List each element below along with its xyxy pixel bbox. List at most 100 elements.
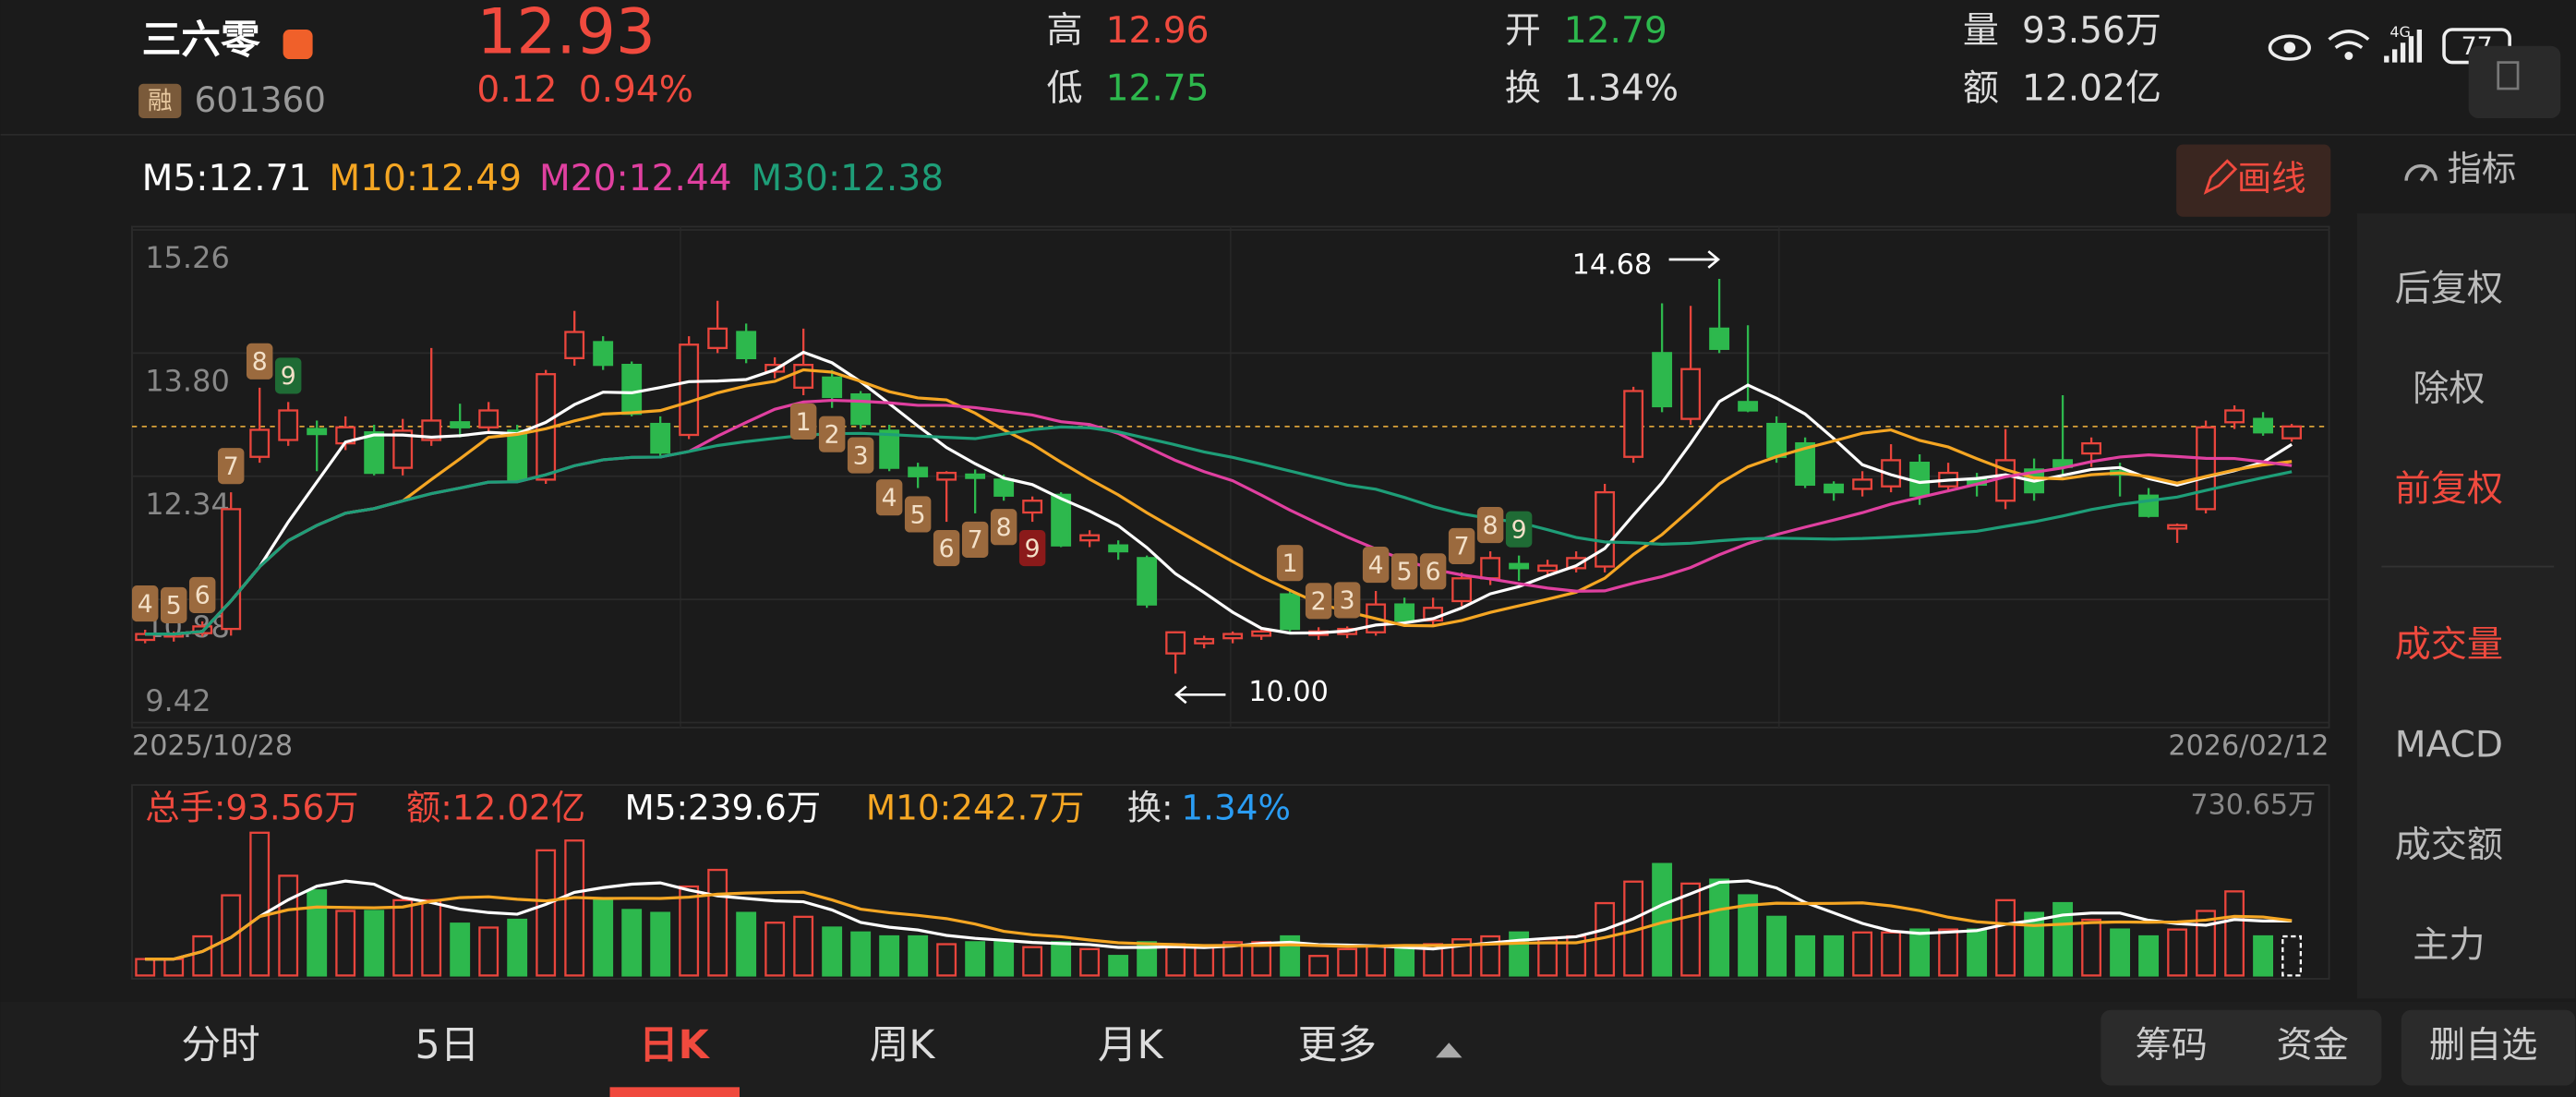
candle-body bbox=[1537, 564, 1559, 573]
volume-frame bbox=[131, 784, 2330, 980]
candle-body bbox=[1194, 637, 1215, 645]
td-badge-label: 1 bbox=[1282, 549, 1298, 578]
indicator-button[interactable]: 指标 bbox=[2448, 148, 2517, 188]
name-icon[interactable] bbox=[283, 30, 313, 60]
sidebar-item[interactable]: 主力 bbox=[2413, 925, 2485, 967]
annotation: 14.68 bbox=[1572, 249, 1653, 282]
candle-body bbox=[707, 327, 728, 350]
candle-body bbox=[679, 344, 700, 437]
annotation-arrow bbox=[1174, 685, 1226, 705]
volume-bar bbox=[1766, 915, 1788, 977]
wifi-icon bbox=[2328, 30, 2370, 50]
annotation: 10.00 bbox=[1248, 676, 1329, 708]
volume-bar bbox=[850, 931, 872, 977]
high: 12.96 bbox=[1106, 10, 1210, 52]
volume-bar bbox=[1967, 928, 1988, 977]
volume-bar bbox=[1079, 947, 1101, 977]
ma-line bbox=[145, 425, 2293, 636]
eye-icon bbox=[2283, 42, 2296, 54]
tab[interactable]: 5日 bbox=[415, 1022, 480, 1068]
volume-bar bbox=[2024, 911, 2045, 977]
td-badge-label: 9 bbox=[281, 362, 296, 391]
candle-body bbox=[1079, 534, 1101, 542]
button[interactable]: 删自选 bbox=[2429, 1025, 2537, 1067]
volume-bar bbox=[621, 909, 643, 977]
gauge-icon bbox=[2419, 168, 2431, 182]
candle-body bbox=[1852, 478, 1873, 490]
sidebar-item[interactable]: 前复权 bbox=[2395, 468, 2503, 510]
candle-body bbox=[1165, 631, 1186, 655]
volume-bar bbox=[1995, 898, 2016, 977]
td-badge-label: 7 bbox=[968, 526, 983, 555]
tab[interactable]: 更多 bbox=[1298, 1022, 1377, 1068]
td-badge bbox=[933, 529, 960, 567]
open: 12.79 bbox=[1564, 10, 1667, 52]
label: 低 bbox=[1047, 67, 1083, 109]
volume-bar bbox=[793, 915, 814, 977]
candle-body bbox=[1108, 544, 1129, 553]
candle-body bbox=[2224, 409, 2245, 424]
tab[interactable]: 月K bbox=[1098, 1022, 1164, 1068]
sidebar-item[interactable]: 后复权 bbox=[2395, 268, 2503, 309]
td-badge-label: 4 bbox=[882, 484, 897, 512]
label: 量 bbox=[1963, 10, 1999, 52]
ma-line bbox=[145, 368, 2293, 636]
candle-body bbox=[1680, 368, 1702, 420]
tab[interactable]: 日K bbox=[639, 1022, 711, 1068]
candle-body bbox=[850, 392, 872, 426]
candle-body bbox=[392, 429, 414, 469]
y-tick-label: 9.42 bbox=[145, 683, 211, 718]
candle-body bbox=[1709, 327, 1730, 350]
td-badge bbox=[160, 586, 187, 623]
td-badge bbox=[990, 509, 1017, 546]
volume-bar bbox=[650, 911, 671, 977]
tab[interactable]: 分时 bbox=[181, 1022, 259, 1068]
td-badge bbox=[1419, 553, 1447, 590]
signal-icon bbox=[2384, 30, 2423, 63]
change: 0.12 bbox=[476, 69, 557, 111]
candle-body bbox=[1824, 483, 1845, 494]
tab[interactable]: 周K bbox=[870, 1022, 936, 1068]
volume-bar bbox=[307, 889, 328, 977]
sidebar-item[interactable]: 成交量 bbox=[2395, 624, 2503, 666]
volume-bar bbox=[822, 926, 843, 977]
x-start: 2025/10/28 bbox=[132, 730, 293, 763]
sidebar-item[interactable]: 成交额 bbox=[2395, 825, 2503, 866]
candle-body bbox=[1222, 633, 1244, 640]
volume-bar bbox=[2196, 910, 2217, 977]
candle-body bbox=[2196, 426, 2217, 511]
candle-body bbox=[1766, 422, 1788, 458]
sidebar-item[interactable]: 除权 bbox=[2413, 368, 2485, 410]
candle-body bbox=[1566, 557, 1587, 570]
td-badge-label: 4 bbox=[138, 590, 153, 619]
candle-body bbox=[2081, 441, 2102, 455]
td-badge bbox=[847, 437, 874, 474]
ma-legend: M30:12.38 bbox=[751, 158, 944, 199]
candle-body bbox=[1509, 562, 1530, 570]
candle-body bbox=[1909, 461, 1931, 497]
button[interactable]: 资金 bbox=[2277, 1025, 2349, 1067]
volume-bar bbox=[736, 911, 757, 977]
volume-bar bbox=[192, 934, 213, 977]
button[interactable]: 筹码 bbox=[2136, 1025, 2208, 1067]
candle-body bbox=[1137, 557, 1158, 606]
volume-bar bbox=[1222, 941, 1244, 977]
td-badge bbox=[1305, 583, 1332, 620]
volume-bar bbox=[2281, 934, 2303, 977]
volume-bar bbox=[278, 874, 299, 977]
td-badge-label: 8 bbox=[996, 513, 1012, 542]
sidebar-item[interactable]: MACD bbox=[2395, 725, 2503, 766]
td-badge-label: 3 bbox=[1340, 586, 1355, 615]
volume-bar bbox=[1709, 878, 1730, 977]
volume-tick-label: 730.65万 bbox=[2190, 790, 2316, 822]
td-badge bbox=[1362, 546, 1390, 584]
volume-bar bbox=[1108, 955, 1129, 977]
fullscreen-button[interactable] bbox=[2468, 45, 2561, 119]
draw-button[interactable] bbox=[2176, 144, 2331, 217]
candle-body bbox=[621, 363, 643, 416]
y-tick-label: 12.34 bbox=[145, 487, 230, 522]
td-badge-label: 7 bbox=[223, 452, 239, 481]
volume-bar bbox=[1137, 941, 1158, 977]
td-badge bbox=[1276, 545, 1304, 582]
